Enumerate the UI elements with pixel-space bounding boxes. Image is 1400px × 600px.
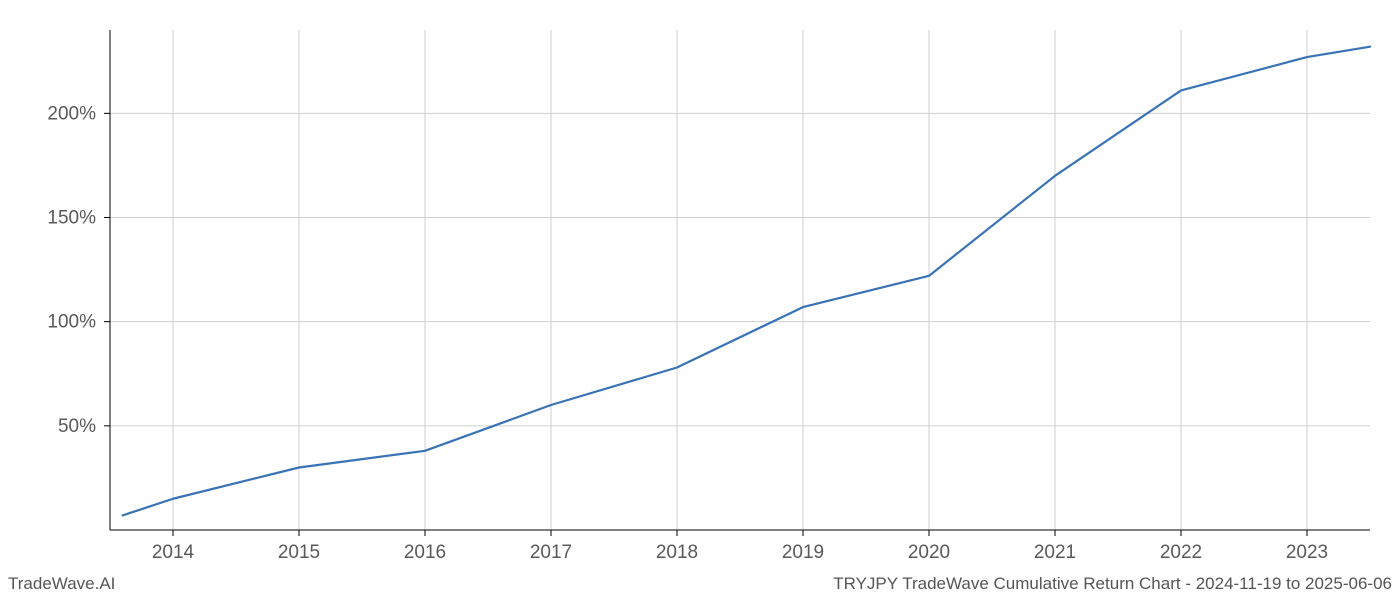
x-tick-label: 2015 [278,542,320,563]
footer-right-label: TRYJPY TradeWave Cumulative Return Chart… [833,574,1392,594]
x-tick-label: 2022 [1160,542,1202,563]
y-tick-label: 200% [47,103,96,124]
x-tick-label: 2023 [1286,542,1328,563]
x-tick-label: 2017 [530,542,572,563]
x-tick-label: 2018 [656,542,698,563]
x-tick-label: 2020 [908,542,950,563]
chart-container: 2014 2015 2016 2017 2018 2019 2020 2021 2022 2023… [0,0,1400,600]
y-tick-label: 150% [47,208,96,229]
y-tick-label: 50% [58,416,96,437]
x-tick-label: 2016 [404,542,446,563]
line-chart: 2014 2015 2016 2017 2018 2019 2020 2021 2022 2023… [0,0,1400,600]
footer-left-label: TradeWave.AI [8,574,115,594]
x-tick-label: 2021 [1034,542,1076,563]
x-tick-label: 2014 [152,542,195,563]
y-tick-label: 100% [47,312,96,333]
x-tick-label: 2019 [782,542,824,563]
